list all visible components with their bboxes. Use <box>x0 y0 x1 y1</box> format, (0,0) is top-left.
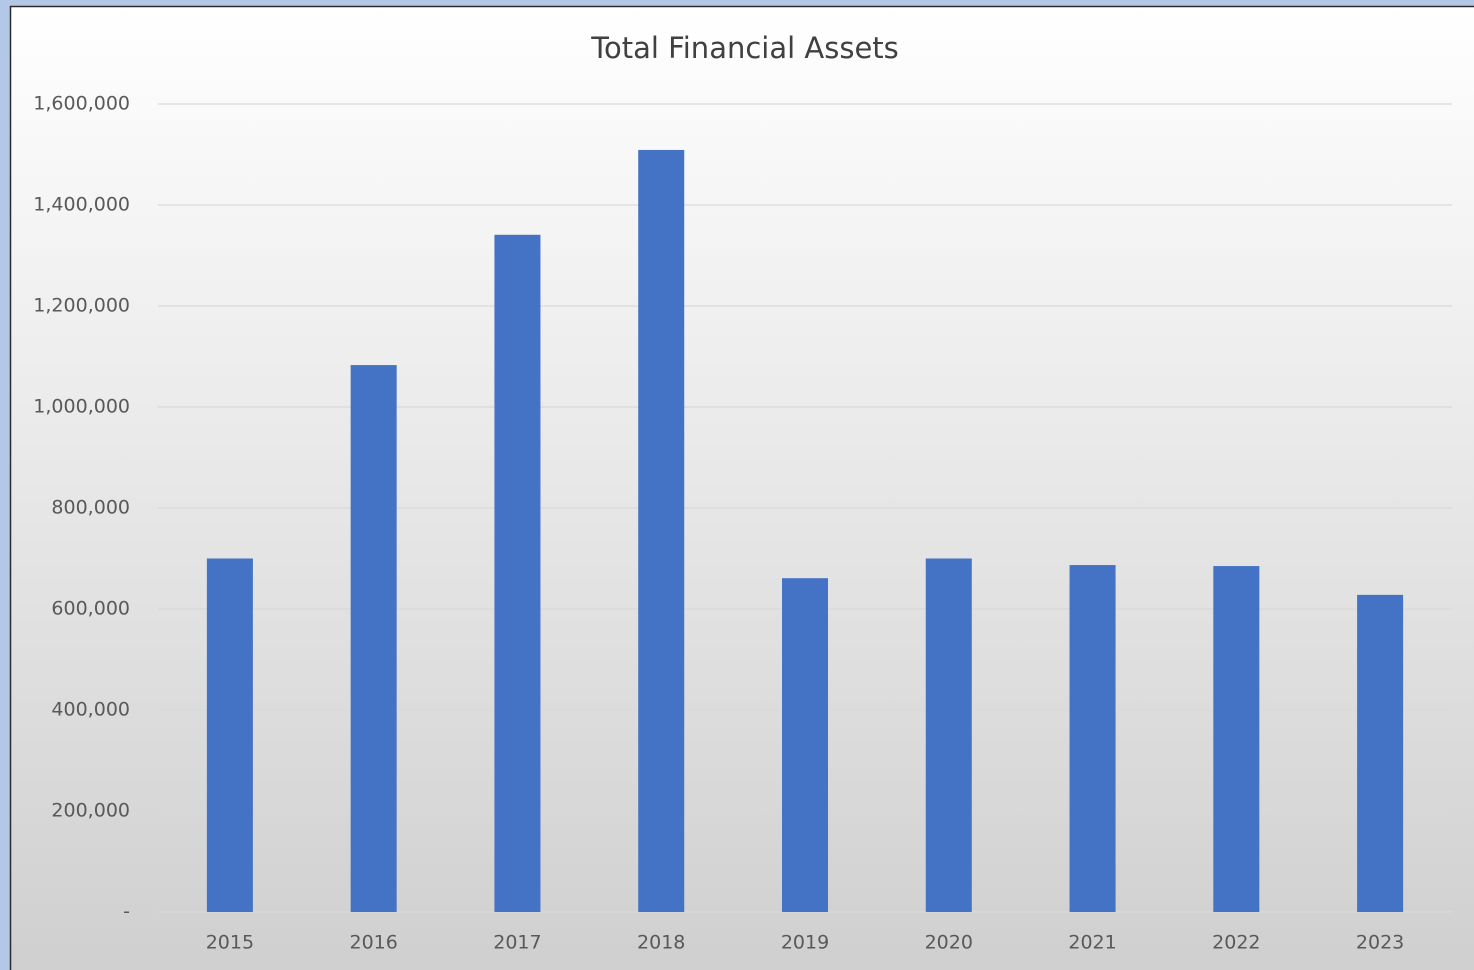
x-tick-label: 2019 <box>781 932 829 954</box>
y-tick-label: 200,000 <box>51 800 130 822</box>
y-tick-label: - <box>123 901 130 923</box>
x-tick-label: 2018 <box>637 932 685 954</box>
y-tick-label: 800,000 <box>51 497 130 519</box>
x-tick-label: 2021 <box>1068 932 1116 954</box>
bar <box>494 234 541 913</box>
bar <box>925 558 972 912</box>
bar <box>1357 594 1404 912</box>
x-tick-label: 2020 <box>925 932 973 954</box>
y-tick-label: 1,000,000 <box>33 396 130 418</box>
y-tick-label: 400,000 <box>51 699 130 721</box>
x-tick-label: 2017 <box>493 932 541 954</box>
x-tick-label: 2016 <box>349 932 397 954</box>
bar <box>1213 566 1260 912</box>
x-tick-label: 2015 <box>206 932 254 954</box>
y-tick-label: 1,600,000 <box>33 93 130 115</box>
bar <box>781 578 829 912</box>
y-tick-label: 1,400,000 <box>33 194 130 216</box>
bar <box>1069 565 1116 912</box>
bar <box>638 149 685 912</box>
chart-title: Total Financial Assets <box>590 31 899 65</box>
x-tick-label: 2023 <box>1356 932 1404 954</box>
bar <box>350 365 397 913</box>
x-tick-label: 2022 <box>1212 932 1260 954</box>
y-tick-label: 1,200,000 <box>33 295 130 317</box>
y-tick-label: 600,000 <box>51 598 130 620</box>
bar <box>206 558 253 912</box>
